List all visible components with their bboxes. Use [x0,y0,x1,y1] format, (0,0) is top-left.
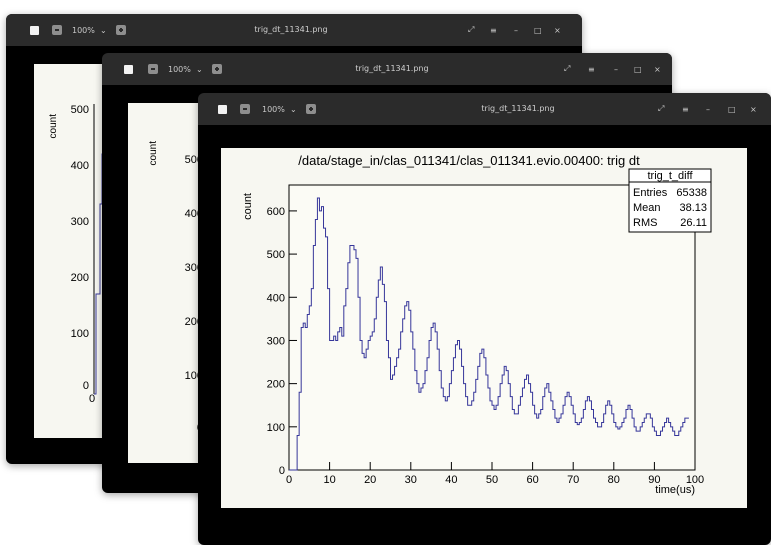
title-bar[interactable]: 100% ⌄ trig_dt_11341.png ⤢ ≡ – □ × [6,14,582,46]
zoom-out-icon[interactable] [240,104,250,114]
menu-icon[interactable]: ≡ [490,25,497,35]
tick-label: 300 [71,216,89,228]
maximize-icon[interactable]: □ [634,64,642,74]
zoom-out-icon[interactable] [148,64,158,74]
close-icon[interactable]: × [654,64,661,74]
x-tick-label: 20 [364,474,376,486]
minimize-icon[interactable]: – [514,25,518,35]
chart-title: /data/stage_in/clas_011341/clas_011341.e… [298,153,640,168]
x-tick-label: 60 [526,474,538,486]
close-icon[interactable]: × [554,25,561,35]
zoom-in-icon[interactable] [116,25,126,35]
image-icon [30,25,39,35]
y-axis-label: count [242,193,254,220]
dropdown-chevron-icon[interactable]: ⌄ [290,104,297,114]
stats-box: trig_t_diff Entries 65338 Mean 38.13 RMS… [628,168,712,233]
stats-label: RMS [633,217,657,229]
dropdown-chevron-icon[interactable]: ⌄ [196,64,203,74]
y-tick-label: 600 [267,206,285,218]
plot-area [288,184,696,471]
stats-value: 38.13 [679,202,707,214]
dropdown-chevron-icon[interactable]: ⌄ [100,25,107,35]
image-viewer-window-front[interactable]: 100% ⌄ trig_dt_11341.png ⤢ ≡ – □ × /data… [198,93,771,545]
zoom-level[interactable]: 100% [262,104,285,114]
tick-label: 0 [89,393,95,405]
window-title: trig_dt_11341.png [481,104,555,113]
minimize-icon[interactable]: – [706,104,710,114]
y-tick-label: 0 [279,465,285,477]
image-canvas: /data/stage_in/clas_011341/clas_011341.e… [221,148,747,508]
fullscreen-icon[interactable]: ⤢ [564,64,571,73]
x-tick-label: 70 [567,474,579,486]
menu-icon[interactable]: ≡ [588,64,595,74]
image-icon [218,104,227,114]
y-tick-label: 200 [267,379,285,391]
y-tick-label: 100 [267,422,285,434]
stats-name: trig_t_diff [647,170,693,182]
stats-value: 26.11 [680,217,707,229]
y-axis-label: count [48,114,59,139]
window-title: trig_dt_11341.png [254,25,328,34]
zoom-level[interactable]: 100% [72,25,95,35]
image-icon [124,64,133,74]
x-ticks: 0 10 20 30 40 50 60 70 80 90 100 [286,462,704,486]
x-tick-label: 40 [445,474,457,486]
close-icon[interactable]: × [750,104,757,114]
back1-y-ticks: 500 400 300 200 100 0 0 [71,104,95,405]
x-tick-label: 10 [323,474,335,486]
x-tick-label: 30 [405,474,417,486]
x-tick-label: 0 [286,474,292,486]
histogram-line [289,197,689,471]
x-axis-label: time(us) [655,484,695,496]
tick-label: 200 [71,272,89,284]
tick-label: 0 [83,380,89,392]
tick-label: 100 [71,328,89,340]
zoom-out-icon[interactable] [52,25,62,35]
y-tick-label: 500 [267,249,285,261]
menu-icon[interactable]: ≡ [682,104,689,114]
y-tick-label: 400 [267,292,285,304]
tick-label: 400 [71,160,89,172]
title-bar[interactable]: 100% ⌄ trig_dt_11341.png ⤢ ≡ – □ × [198,93,771,125]
y-ticks: 0 100 200 300 400 500 600 [267,206,297,477]
tick-label: 500 [71,104,89,116]
zoom-level[interactable]: 100% [168,64,191,74]
x-tick-label: 80 [608,474,620,486]
fullscreen-icon[interactable]: ⤢ [658,104,665,113]
stats-value: 65338 [676,187,707,199]
y-tick-label: 300 [267,335,285,347]
x-tick-label: 100 [686,474,704,486]
minimize-icon[interactable]: – [614,64,618,74]
y-axis-label: count [148,141,159,166]
maximize-icon[interactable]: □ [534,25,542,35]
stats-label: Mean [633,202,661,214]
x-tick-label: 50 [486,474,498,486]
zoom-in-icon[interactable] [212,64,222,74]
zoom-in-icon[interactable] [306,104,316,114]
histogram-series [289,197,689,471]
title-bar[interactable]: 100% ⌄ trig_dt_11341.png ⤢ ≡ – □ × [102,53,672,85]
window-title: trig_dt_11341.png [355,64,429,73]
histogram-chart: /data/stage_in/clas_011341/clas_011341.e… [242,153,712,496]
x-tick-label: 90 [648,474,660,486]
stats-label: Entries [633,187,668,199]
maximize-icon[interactable]: □ [728,104,736,114]
fullscreen-icon[interactable]: ⤢ [468,25,475,34]
